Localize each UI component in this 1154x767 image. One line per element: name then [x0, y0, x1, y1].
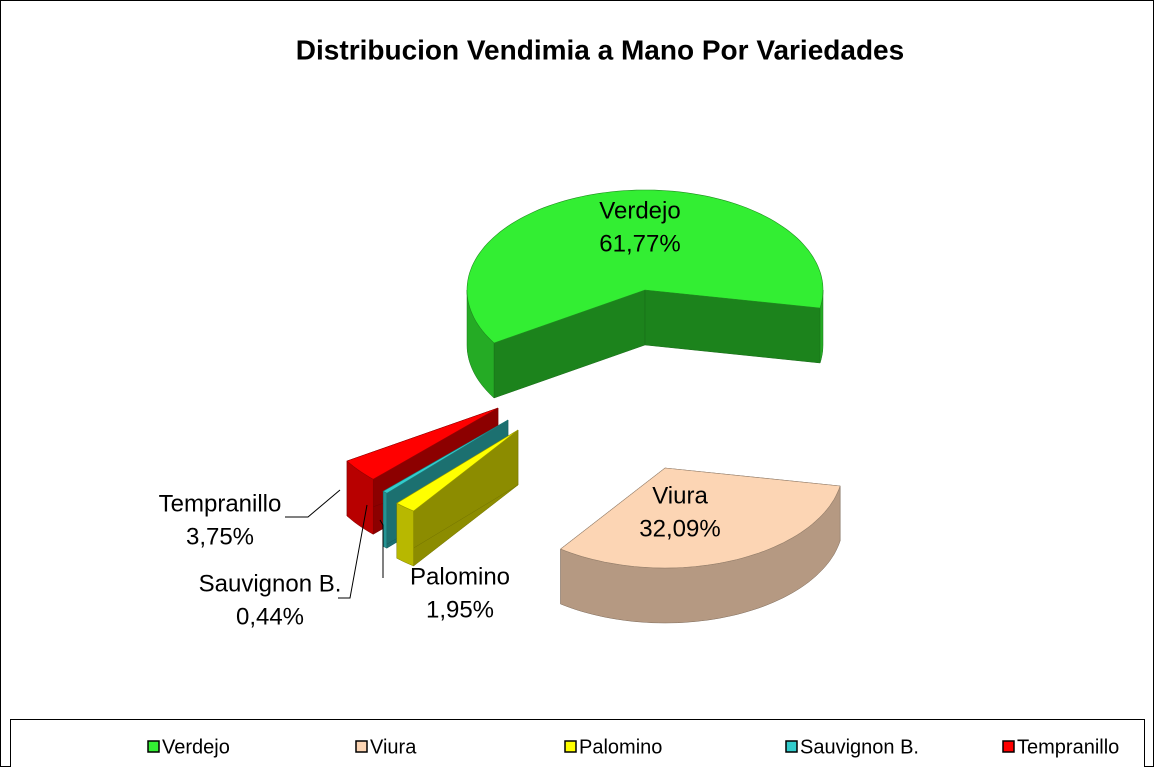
legend-swatch: [1002, 740, 1015, 753]
legend-label: Sauvignon B.: [800, 736, 919, 758]
data-label-value: 61,77%: [599, 230, 680, 257]
slice: [559, 467, 841, 569]
data-label-name: Tempranillo: [159, 490, 282, 517]
legend-swatch: [147, 740, 160, 753]
legend-swatch: [785, 740, 798, 753]
slice: [382, 419, 509, 494]
leader-line: [285, 489, 341, 518]
slice: [346, 407, 499, 480]
data-label-name: Palomino: [410, 563, 510, 590]
slice-side: [396, 502, 414, 567]
legend-label: Viura: [370, 736, 417, 758]
data-label-value: 0,44%: [236, 603, 304, 630]
legend: [10, 719, 1145, 767]
slice: [466, 189, 824, 344]
legend-label: Palomino: [579, 736, 662, 758]
pie: Verdejo 61,77% Viura 32,09% Palomino 1,95% Sau…: [159, 189, 841, 630]
data-label-name: Viura: [652, 482, 708, 509]
slice: [466, 189, 824, 399]
legend-items: Verdejo Viura Palomino Sauvignon B. Temprani…: [147, 736, 1119, 758]
leader-line: [379, 519, 384, 578]
slice-side: [382, 490, 388, 549]
data-label-value: 32,09%: [639, 515, 720, 542]
legend-swatch: [564, 740, 577, 753]
data-label-value: 1,95%: [426, 596, 494, 623]
leader-line: [338, 504, 368, 599]
slice: [559, 467, 841, 624]
chart-title: Distribucion Vendimia a Mano Por Varieda…: [296, 34, 904, 65]
slice: [396, 429, 519, 567]
legend-label: Tempranillo: [1017, 736, 1119, 758]
legend-swatch: [355, 740, 368, 753]
slice: [396, 429, 519, 512]
data-label-name: Verdejo: [599, 197, 680, 224]
data-label-value: 3,75%: [186, 523, 254, 550]
data-label-name: Sauvignon B.: [199, 570, 342, 597]
legend-label: Verdejo: [162, 736, 230, 758]
